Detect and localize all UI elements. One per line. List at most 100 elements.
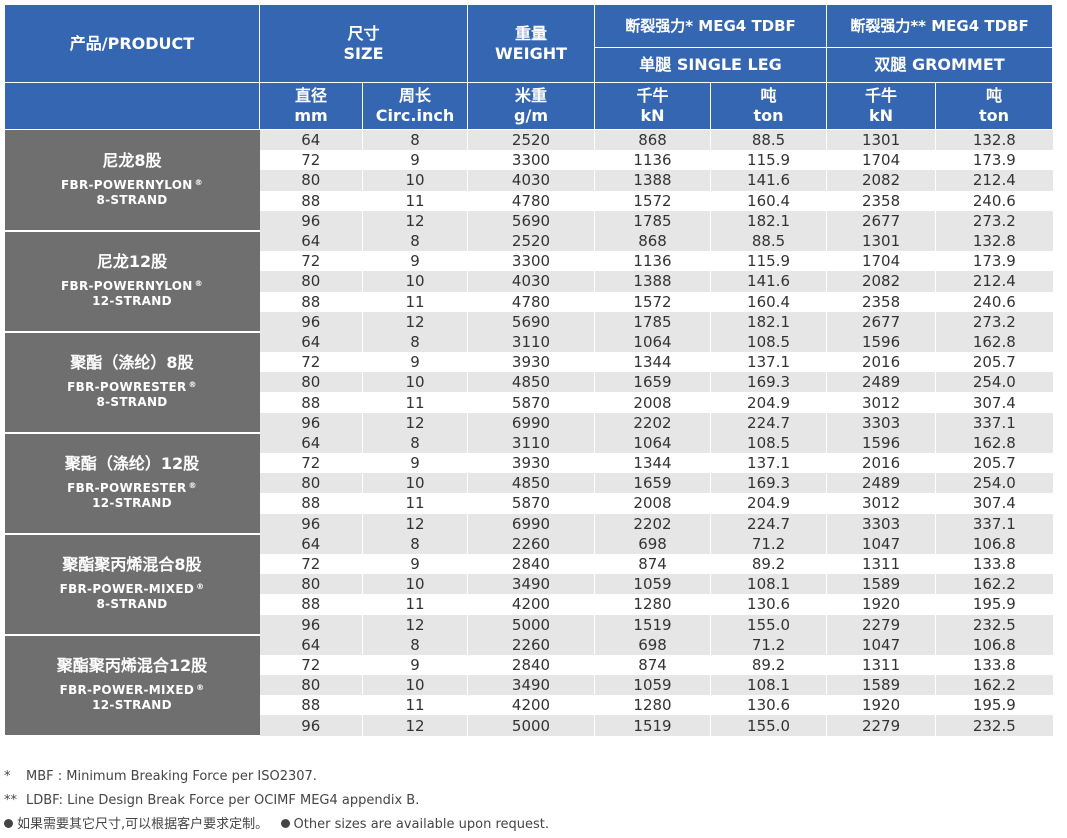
spec-table-body: 尼龙8股 FBR-POWERNYLON ® 8-STRAND 64 8 2520 868 88.… xyxy=(4,129,1053,737)
product-name-cn: 尼龙8股 xyxy=(102,150,162,170)
single-ton-cell: 155.0 xyxy=(710,715,827,736)
product-strand: 12-STRAND xyxy=(92,698,172,713)
grommet-ton-cell: 195.9 xyxy=(935,594,1053,615)
single-ton-cell: 141.6 xyxy=(710,170,827,191)
grommet-kn-cell: 1311 xyxy=(826,654,936,676)
grommet-ton-cell: 307.4 xyxy=(935,392,1053,413)
grommet-kn-cell: 2082 xyxy=(826,271,936,292)
diameter-cell: 88 xyxy=(259,695,363,716)
table-row: 尼龙8股 FBR-POWERNYLON ® 8-STRAND 64 8 2520 868 88.… xyxy=(4,129,1053,232)
single-kn-cell: 1280 xyxy=(594,594,711,615)
product-name-en: FBR-POWER-MIXED ® xyxy=(59,582,205,597)
diameter-cell: 96 xyxy=(259,311,363,332)
grommet-ton-cell: 195.9 xyxy=(935,695,1053,716)
grommet-ton-cell: 106.8 xyxy=(935,533,1053,554)
single-leg-header: 单腿 SINGLE LEG xyxy=(594,47,828,83)
grommet-ton-cell: 133.8 xyxy=(935,654,1053,676)
product-name-en: FBR-POWERNYLON ® xyxy=(61,279,203,294)
single-kn-cell: 2008 xyxy=(594,493,711,514)
diameter-cell: 88 xyxy=(259,291,363,312)
grommet-ton-cell: 240.6 xyxy=(935,291,1053,312)
grommet-ton-cell: 162.8 xyxy=(935,331,1053,353)
weight-cell: 5000 xyxy=(467,614,595,635)
weight-cell: 4030 xyxy=(467,271,595,292)
circumference-cell: 10 xyxy=(361,675,468,696)
product-name-en: FBR-POWRESTER ® xyxy=(67,380,197,395)
grommet-ton-cell: 205.7 xyxy=(935,453,1053,474)
grommet-kn-cell: 3012 xyxy=(826,493,936,514)
product-strand: 8-STRAND xyxy=(96,395,168,410)
grommet-kn-cell: 2677 xyxy=(826,311,936,332)
circumference-cell: 12 xyxy=(361,311,468,332)
diameter-cell: 72 xyxy=(259,150,363,171)
weight-cell: 6990 xyxy=(467,412,595,433)
circumference-cell: 9 xyxy=(361,352,468,373)
single-ton-cell: 71.2 xyxy=(710,634,827,655)
registered-mark: ® xyxy=(194,279,203,289)
diameter-cell: 80 xyxy=(259,473,363,494)
registered-mark: ® xyxy=(188,380,197,390)
grommet-kn-cell: 1047 xyxy=(826,634,936,655)
bullet-icon xyxy=(280,819,290,828)
grommet-ton-cell: 133.8 xyxy=(935,553,1053,575)
diameter-cell: 88 xyxy=(259,493,363,514)
single-ton-cell: 224.7 xyxy=(710,412,827,433)
table-row: 72 9 3930 1344 137.1 2016 205.7 xyxy=(5,352,1053,373)
grommet-ton-cell: 337.1 xyxy=(935,513,1053,534)
grommet-ton-cell: 162.8 xyxy=(935,432,1053,453)
grommet-ton-cell: 273.2 xyxy=(935,210,1053,231)
diameter-cell: 80 xyxy=(259,271,363,292)
diameter-cell: 96 xyxy=(259,412,363,433)
grommet-kn-cell: 2489 xyxy=(826,372,936,393)
circumference-header: 周长 Circ.inch xyxy=(361,82,469,130)
single-ton-cell: 88.5 xyxy=(710,230,827,252)
diameter-cell: 72 xyxy=(259,251,363,272)
table-row: 80 10 3490 1059 108.1 1589 162.2 xyxy=(5,675,1053,696)
single-ton-cell: 108.5 xyxy=(710,331,827,353)
product-name-cell: 聚酯（涤纶）12股 FBR-POWRESTER ® 12-STRAND xyxy=(4,432,260,535)
single-ton-cell: 137.1 xyxy=(710,352,827,373)
circumference-cell: 11 xyxy=(361,392,468,413)
weight-cell: 4200 xyxy=(467,695,595,716)
single-kn-cell: 1388 xyxy=(594,271,711,292)
diameter-cell: 88 xyxy=(259,392,363,413)
circumference-cell: 11 xyxy=(361,594,468,615)
product-name-cell: 聚酯（涤纶）8股 FBR-POWRESTER ® 8-STRAND xyxy=(4,331,260,434)
product-strand: 12-STRAND xyxy=(92,496,172,511)
grommet-ton-cell: 205.7 xyxy=(935,352,1053,373)
grommet-kn-cell: 2358 xyxy=(826,190,936,211)
weight-cell: 3300 xyxy=(467,150,595,171)
circumference-cell: 12 xyxy=(361,412,468,433)
grommet-kn-cell: 1589 xyxy=(826,675,936,696)
grommet-kn-cell: 3303 xyxy=(826,513,936,534)
diameter-cell: 96 xyxy=(259,614,363,635)
weight-cell: 5000 xyxy=(467,715,595,736)
product-name-cell: 聚酯聚丙烯混合12股 FBR-POWER-MIXED ® 12-STRAND xyxy=(4,634,260,737)
single-ton-cell: 89.2 xyxy=(710,553,827,575)
single-ton-cell: 169.3 xyxy=(710,372,827,393)
circumference-cell: 12 xyxy=(361,210,468,231)
table-row: 80 10 3490 1059 108.1 1589 162.2 xyxy=(5,574,1053,595)
weight-cell: 5690 xyxy=(467,311,595,332)
weight-cell: 5870 xyxy=(467,493,595,514)
circumference-cell: 10 xyxy=(361,170,468,191)
table-row: 96 12 6990 2202 224.7 3303 337.1 xyxy=(5,412,1053,433)
table-row: 聚酯（涤纶）8股 FBR-POWRESTER ® 8-STRAND 64 8 3110 106… xyxy=(4,331,1053,434)
weight-unit-header: 米重 g/m xyxy=(467,82,596,130)
registered-mark: ® xyxy=(196,683,205,693)
diameter-cell: 64 xyxy=(259,331,363,353)
table-row: 72 9 3930 1344 137.1 2016 205.7 xyxy=(5,453,1053,474)
weight-cell: 3110 xyxy=(467,331,595,353)
single-kn-cell: 698 xyxy=(594,634,711,655)
single-kn-cell: 1344 xyxy=(594,352,711,373)
grommet-kn-cell: 2279 xyxy=(826,715,936,736)
circumference-cell: 8 xyxy=(361,230,468,252)
product-name-en: FBR-POWRESTER ® xyxy=(67,481,197,496)
single-ton-cell: 204.9 xyxy=(710,493,827,514)
weight-cell: 4850 xyxy=(467,372,595,393)
single-kn-header: 千牛 kN xyxy=(594,82,712,130)
weight-cell: 4780 xyxy=(467,291,595,312)
product-name-en: FBR-POWERNYLON ® xyxy=(61,177,203,192)
single-ton-cell: 108.1 xyxy=(710,574,827,595)
circumference-cell: 9 xyxy=(361,553,468,575)
